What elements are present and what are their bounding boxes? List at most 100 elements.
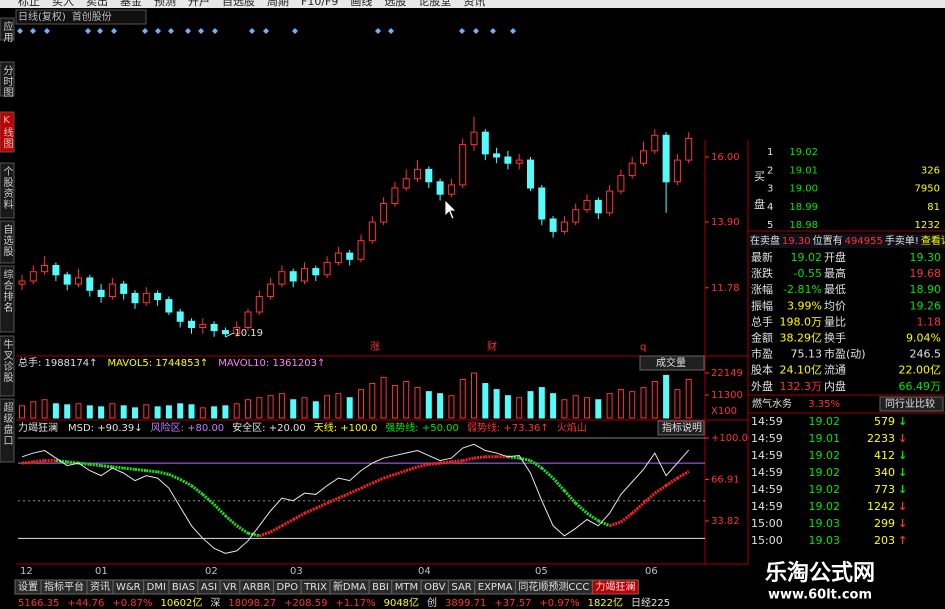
indicator-tab-label[interactable]: ASI (201, 582, 217, 593)
sector-name: 燃气水务 (752, 397, 792, 410)
sidebar-label[interactable]: 个股资料 (1, 166, 13, 210)
order-volume: 326 (921, 165, 940, 176)
candle-body (210, 323, 218, 332)
indicator-tab-label[interactable]: 新DMA (333, 580, 366, 593)
menu-item: 自选股 (222, 0, 255, 8)
indicator-tab-label[interactable]: EXPMA (478, 582, 513, 593)
fire-segment (631, 502, 645, 515)
indicator-tab-label[interactable]: MTM (395, 582, 418, 593)
indicator-tab-label[interactable]: TRIX (303, 582, 327, 593)
indicator-help-button[interactable] (657, 420, 705, 436)
sidebar-tab[interactable] (0, 220, 15, 264)
fire-segment (315, 501, 328, 510)
volume-bar (109, 403, 116, 419)
indicator-tab-label[interactable]: SAR (451, 582, 471, 593)
fire-segment (190, 484, 204, 496)
order-level: 3 (767, 184, 773, 195)
sidebar-label[interactable]: 牛叉诊股 (1, 338, 13, 383)
candle-body (538, 187, 546, 220)
fire-segment (89, 462, 102, 468)
sector-compare-button[interactable] (879, 396, 944, 412)
stat-value: 198.0万 (780, 315, 823, 328)
volume-selector-label[interactable]: 成交量 (656, 356, 686, 369)
stat-label: 最低 (824, 283, 846, 296)
sidebar-label[interactable]: 应用 (1, 20, 13, 43)
tick-arrow: ↓ (898, 483, 907, 496)
sidebar-tab[interactable] (0, 162, 15, 219)
candle-body (414, 168, 421, 180)
sidebar-tab[interactable] (0, 265, 15, 333)
candle-body (504, 156, 512, 164)
tick-time: 14:59 (751, 432, 783, 445)
indicator-tab-label[interactable]: 力竭狂澜 (595, 580, 635, 593)
indicator-tab-label[interactable]: BBI (372, 582, 389, 593)
status-item: +37.57 (494, 598, 531, 609)
fire-segment (642, 492, 656, 505)
indicator-tab-label[interactable]: 设置 (18, 581, 38, 593)
volume-bar (301, 397, 308, 419)
indicator-tab-label[interactable]: DMI (147, 582, 166, 593)
sidebar-label[interactable]: 综合排名 (1, 268, 13, 313)
volume-bar (64, 404, 71, 419)
indicator-tab-label[interactable]: DPO (276, 582, 298, 593)
indicator-tab-label[interactable]: W&R (116, 582, 141, 593)
sidebar-label[interactable]: K线图 (1, 115, 13, 149)
sector-compare[interactable]: 同行业比较 (885, 397, 935, 410)
indicator-tab-label[interactable]: ARBR (243, 582, 271, 593)
candle-body (357, 240, 365, 260)
month-label: 06 (645, 566, 658, 577)
fire-segment (224, 514, 238, 527)
fire-segment (439, 460, 452, 465)
candle-body (617, 175, 625, 192)
indicator-header: 天线: +100.0 (314, 421, 378, 434)
volume-bar (584, 397, 590, 419)
sidebar-label[interactable]: 分时图 (1, 65, 13, 98)
candle-body (267, 283, 275, 298)
volume-bar (278, 393, 285, 419)
fire-segment (134, 467, 147, 473)
sidebar-label[interactable]: 自选股 (1, 223, 13, 257)
notice-item: 查看详细 (921, 234, 945, 247)
candle-body (470, 131, 478, 146)
indicator-tab-label[interactable]: VR (223, 582, 237, 593)
sidebar-tab[interactable] (0, 61, 15, 97)
sidebar-tab[interactable] (0, 17, 15, 41)
candle-body (221, 330, 229, 335)
watermark-url: www.60lt.com (768, 588, 872, 603)
indicator-tab-label[interactable]: 资讯 (90, 581, 110, 593)
volume-bar (245, 399, 251, 419)
volume-unit: X100 (711, 406, 737, 417)
fire-segment (451, 459, 463, 464)
signal-marker (212, 28, 218, 34)
sidebar-tab[interactable] (0, 398, 15, 463)
indicator-tab[interactable] (591, 579, 639, 595)
signal-marker (155, 28, 161, 34)
signal-marker (198, 28, 204, 34)
fire-segment (303, 506, 317, 515)
price-tick-label: 13.90 (711, 217, 740, 228)
sidebar-tab[interactable] (0, 335, 15, 397)
order-volume: 7950 (915, 184, 940, 195)
candle-body (165, 299, 173, 313)
indicator-header: 强势线: +50.00 (385, 421, 459, 434)
volume-selector[interactable] (639, 355, 705, 371)
candle-body (154, 292, 162, 301)
tick-volume: 412 (874, 449, 895, 462)
indicator-help-label[interactable]: 指标说明 (662, 421, 702, 434)
volume-bar (120, 405, 127, 419)
indicator-tab-label[interactable]: BIAS (172, 582, 195, 593)
candle-body (402, 178, 410, 189)
menu-item: 开户 (188, 0, 210, 8)
event-marker: q (640, 342, 646, 353)
volume-bar (132, 407, 138, 419)
indicator-tab-label[interactable]: 同花顺预测CCC (518, 580, 589, 593)
volume-bar (30, 401, 37, 419)
indicator-tab-label[interactable]: 指标平台 (44, 580, 84, 593)
indicator-tab-label[interactable]: OBV (424, 582, 445, 593)
candle-body (673, 159, 681, 183)
fire-segment (146, 469, 158, 474)
notice-bg[interactable] (748, 234, 945, 248)
sidebar-label[interactable]: 超级盘口 (1, 401, 13, 446)
sidebar-tab[interactable] (0, 111, 15, 153)
